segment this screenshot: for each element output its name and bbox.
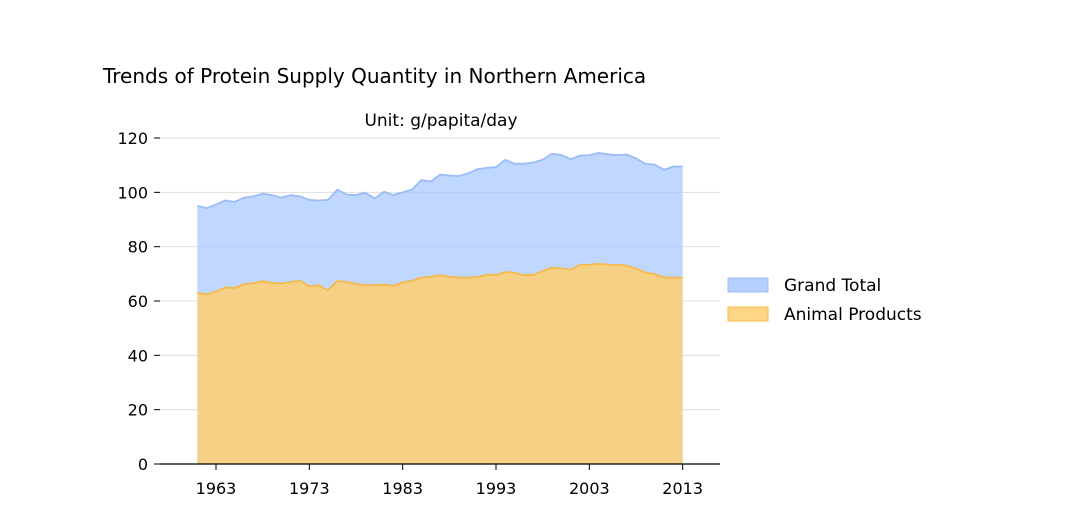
x-tick-label: 1963 bbox=[196, 479, 237, 498]
x-tick-label: 2003 bbox=[569, 479, 610, 498]
legend: Grand Total Animal Products bbox=[727, 276, 922, 325]
y-tick-label: 0 bbox=[138, 455, 148, 474]
chart-subtitle: Unit: g/papita/day bbox=[364, 111, 517, 131]
chart-title: Trends of Protein Supply Quantity in Nor… bbox=[102, 64, 646, 88]
y-tick-label: 60 bbox=[128, 292, 148, 311]
y-tick-label: 80 bbox=[128, 238, 148, 257]
y-tick-label: 40 bbox=[128, 346, 148, 365]
legend-swatch-animal-products bbox=[727, 306, 769, 322]
area-line-animal-products bbox=[197, 262, 683, 296]
y-tick-label: 100 bbox=[117, 183, 148, 202]
y-tick-label: 120 bbox=[117, 129, 148, 148]
x-tick-label: 1983 bbox=[382, 479, 423, 498]
legend-label-animal-products: Animal Products bbox=[784, 305, 922, 325]
x-tick-label: 1973 bbox=[289, 479, 330, 498]
y-tick-label: 20 bbox=[128, 401, 148, 420]
axes: 0 20 40 60 80 100 120 1963 1973 1983 1993 2003 2013 bbox=[117, 129, 720, 498]
area-line-grand-total bbox=[197, 152, 683, 210]
area-series bbox=[197, 152, 683, 465]
area-fill-animal-products bbox=[197, 263, 683, 464]
legend-label-grand-total: Grand Total bbox=[784, 276, 881, 296]
x-tick-label: 1993 bbox=[476, 479, 517, 498]
x-tick-label: 2013 bbox=[662, 479, 703, 498]
legend-swatch-grand-total bbox=[727, 277, 769, 293]
